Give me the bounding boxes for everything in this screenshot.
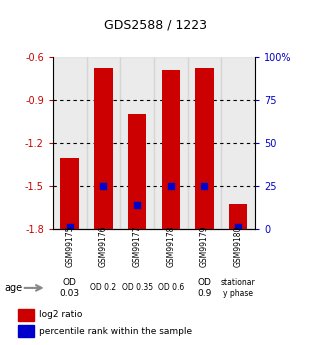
Text: OD 0.35: OD 0.35 [122,283,153,293]
Text: age: age [5,283,23,293]
Text: OD
0.03: OD 0.03 [60,278,80,298]
Bar [120,57,154,229]
Point [67,224,72,229]
Bar [60,158,79,229]
Text: stationar
y phase: stationar y phase [221,278,256,298]
Bar [86,57,120,229]
Bar [229,204,248,229]
Text: GSM99179: GSM99179 [200,225,209,267]
Point [202,184,207,189]
Text: OD 0.2: OD 0.2 [90,283,117,293]
Point [168,184,173,189]
Bar [94,68,113,229]
Text: log2 ratio: log2 ratio [39,310,83,319]
Text: GSM99180: GSM99180 [234,226,243,267]
Text: GSM99178: GSM99178 [166,226,175,267]
Point [135,202,140,208]
Bar [161,70,180,229]
Text: GSM99175: GSM99175 [65,225,74,267]
Bar [195,68,214,229]
Point [101,184,106,189]
Point [236,224,241,229]
Bar [53,57,86,229]
Text: GSM99177: GSM99177 [132,225,142,267]
Text: OD 0.6: OD 0.6 [158,283,184,293]
Bar [18,309,34,321]
Bar [18,325,34,337]
Bar [154,57,188,229]
Text: percentile rank within the sample: percentile rank within the sample [39,327,193,336]
Bar [221,57,255,229]
Bar [188,57,221,229]
Bar [128,115,146,229]
Text: GDS2588 / 1223: GDS2588 / 1223 [104,19,207,32]
Text: OD
0.9: OD 0.9 [197,278,212,298]
Text: GSM99176: GSM99176 [99,225,108,267]
